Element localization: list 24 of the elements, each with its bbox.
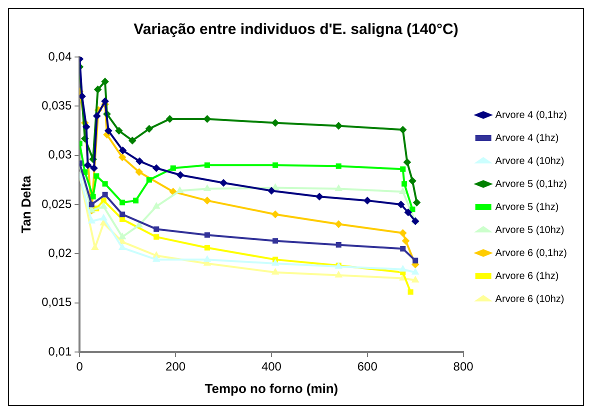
y-axis-title: Tan Delta [18, 174, 34, 234]
y-tick-label: 0,01 [48, 344, 72, 358]
legend-label: Arvore 6 (10hz) [495, 294, 564, 305]
y-tick-label: 0,035 [42, 98, 72, 112]
x-tick-label: 600 [357, 360, 378, 374]
x-axis-title: Tempo no forno (min) [204, 380, 338, 396]
legend-label: Arvore 5 (1hz) [495, 202, 559, 213]
legend-label: Arvore 4 (1hz) [495, 132, 559, 144]
x-tick-label: 400 [261, 360, 282, 374]
y-tick-label: 0,03 [48, 148, 72, 162]
legend-label: Arvore 5 (0,1hz) [495, 178, 568, 190]
x-tick-label: 800 [453, 360, 474, 374]
y-tick-label: 0,025 [42, 196, 72, 211]
legend-label: Arvore 4 (10hz) [495, 156, 564, 167]
y-tick-label: 0,02 [48, 246, 72, 260]
x-tick-label: 200 [166, 360, 186, 374]
y-tick-label: 0,04 [48, 49, 72, 64]
legend-label: Arvore 5 (10hz) [495, 224, 564, 236]
legend-label: Arvore 4 (0,1hz) [495, 110, 568, 121]
legend-label: Arvore 6 (0,1hz) [495, 248, 568, 259]
y-tick-label: 0,015 [42, 295, 72, 310]
legend-label: Arvore 6 (1hz) [495, 270, 559, 282]
x-tick-label: 0 [76, 360, 84, 374]
chart-title: Variação entre individuos d'E. saligna (140°C) [134, 21, 458, 38]
